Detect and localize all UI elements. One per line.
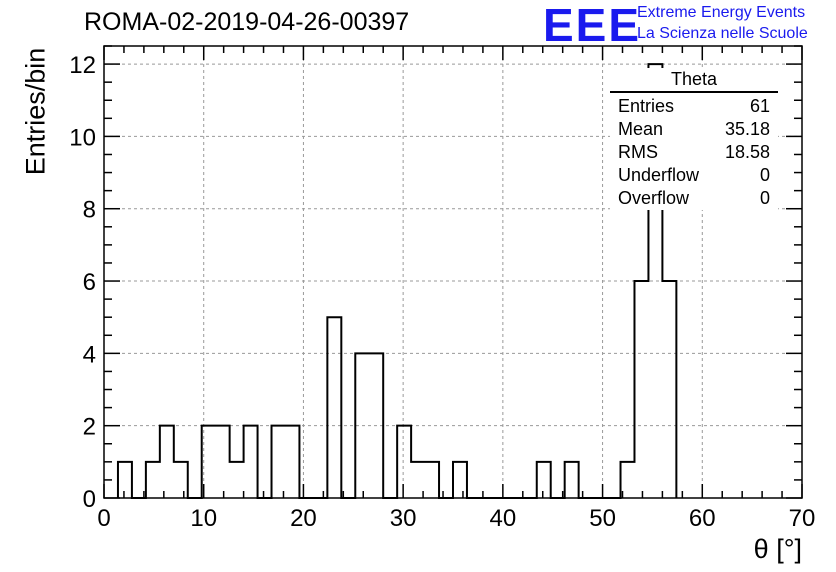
stats-label: Overflow: [618, 188, 690, 208]
histogram-bin: [146, 462, 160, 498]
histogram-bin: [216, 426, 230, 498]
y-tick-label: 4: [83, 341, 96, 368]
stats-label: Underflow: [618, 165, 700, 185]
axis-ticks: [103, 45, 803, 499]
stats-value: 35.18: [724, 119, 770, 139]
stats-value: 61: [749, 96, 770, 116]
histogram-bin: [453, 462, 467, 498]
stats-label: Entries: [618, 96, 675, 116]
eee-logo-line1: Extreme Energy Events: [637, 4, 806, 21]
stats-row-rms: RMS 18.58: [610, 141, 778, 164]
y-tick-label: 12: [69, 52, 96, 79]
y-tick-label: 2: [83, 414, 96, 441]
histogram-bin: [230, 462, 244, 498]
chart-title: ROMA-02-2019-04-26-00397: [84, 8, 410, 36]
x-tick-labels: 0 10 20 30 40 50 60 70: [97, 505, 815, 532]
x-tick-label: 30: [390, 505, 417, 532]
x-tick-label: 40: [490, 505, 517, 532]
x-tick-label: 0: [97, 505, 110, 532]
y-tick-label: 6: [83, 269, 96, 296]
stats-row-underflow: Underflow 0: [610, 164, 778, 187]
histogram-bin: [662, 281, 676, 498]
stats-label: RMS: [618, 142, 658, 162]
stats-row-overflow: Overflow 0: [610, 187, 778, 210]
histogram-bin: [425, 462, 439, 498]
x-tick-label: 60: [689, 505, 716, 532]
plot-frame: [103, 45, 803, 499]
stats-value: 0: [759, 188, 770, 208]
histogram-bin: [537, 462, 551, 498]
stats-row-entries: Entries 61: [610, 95, 778, 118]
histogram-bin: [160, 426, 174, 498]
x-tick-label: 70: [789, 505, 816, 532]
histogram-bin: [397, 426, 411, 498]
histogram-bin: [244, 426, 258, 498]
eee-logo-line2: La Scienza nelle Scuole: [637, 25, 808, 42]
y-tick-labels: 0 2 4 6 8 10 12: [69, 52, 96, 513]
y-axis-label: Entries/bin: [20, 47, 51, 176]
histogram-bin: [327, 317, 341, 498]
histogram-bin: [285, 426, 299, 498]
grid-lines: [104, 46, 802, 498]
y-tick-label: 0: [83, 486, 96, 513]
histogram-bin: [634, 281, 648, 498]
histogram-bin: [118, 462, 132, 498]
x-tick-label: 50: [589, 505, 616, 532]
eee-logo: EEE: [543, 0, 642, 51]
stats-value: 0: [759, 165, 770, 185]
y-tick-label: 10: [69, 124, 96, 151]
y-tick-label: 8: [83, 197, 96, 224]
stats-value: 18.58: [724, 142, 770, 162]
stats-box: Theta Entries 61 Mean 35.18 RMS 18.58 Under…: [610, 68, 778, 210]
x-tick-label: 20: [290, 505, 317, 532]
histogram-bin: [272, 426, 286, 498]
x-axis-label: θ [°]: [753, 534, 802, 564]
x-tick-label: 10: [190, 505, 217, 532]
histogram-bin: [565, 462, 579, 498]
stats-row-mean: Mean 35.18: [610, 118, 778, 141]
stats-box-title: Theta: [610, 68, 778, 93]
stats-label: Mean: [618, 119, 664, 139]
histogram-bin: [174, 462, 188, 498]
